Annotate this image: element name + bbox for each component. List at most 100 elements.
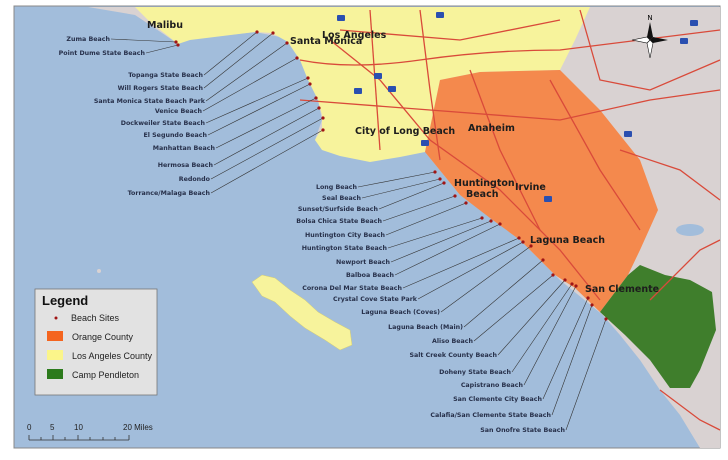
leader-line [402,237,520,289]
compass-rose-icon: N [631,14,668,59]
beach-site-marker[interactable] [529,244,533,248]
leader-line [205,42,288,102]
beach-labels: Zuma Beach Point Dume State Beach Topanga … [59,36,565,434]
beach-site-marker[interactable] [308,82,312,86]
city-label: City of Long Beach [355,126,455,137]
legend-item-label: Los Angeles County [72,351,153,361]
beach-site-marker[interactable] [174,40,178,44]
leader-line [207,83,311,136]
beach-site-marker[interactable] [563,278,567,282]
city-label: Laguna Beach [530,235,605,246]
beach-label: Newport Beach [336,259,390,266]
leader-line [511,283,573,373]
beach-label: Dockweiler State Beach [121,120,205,127]
legend-item-label: Orange County [72,332,134,342]
beach-label: San Onofre State Beach [480,427,565,434]
leader-line [145,44,179,54]
leader-line [361,178,441,199]
beach-label: Point Dume State Beach [59,50,145,57]
leader-line [387,217,483,249]
beach-site-marker[interactable] [590,303,594,307]
city-label: Malibu [147,20,183,31]
leader-line [390,220,492,263]
leader-line [385,202,467,236]
beach-site-marker[interactable] [433,170,437,174]
beach-site-marker[interactable] [574,284,578,288]
camp-pendleton-region [600,265,716,388]
beach-site-dot-icon [54,316,58,320]
beach-site-marker[interactable] [551,273,555,277]
road-network [299,9,721,431]
beach-label: Sunset/Surfside Beach [298,206,378,213]
beach-site-marker[interactable] [586,296,590,300]
city-label: Los Angeles [322,30,387,41]
legend-swatch-los-angeles-county [47,350,63,360]
scale-bar: 0 5 10 20 Miles [27,423,153,441]
beach-site-marker[interactable] [480,216,484,220]
city-label: San Clemente [585,284,659,295]
catalina-island [251,274,353,351]
beach-site-marker[interactable] [317,106,321,110]
beach-label: Topanga State Beach [128,72,203,79]
beach-label: Crystal Cove State Park [333,296,418,303]
beach-site-marker[interactable] [489,219,493,223]
beach-site-marker[interactable] [306,76,310,80]
beach-site-marker[interactable] [570,282,574,286]
leader-line [497,279,566,356]
beach-site-marker[interactable] [541,258,545,262]
beach-label: Hermosa Beach [158,162,213,169]
beach-site-markers [174,30,608,321]
beach-label: Long Beach [316,184,357,191]
city-label: Beach [466,189,499,200]
beach-site-marker[interactable] [321,128,325,132]
beach-label: Torrance/Malaga Beach [128,190,210,197]
beach-label: El Segundo Beach [144,132,208,139]
leader-line [215,97,317,149]
beach-label: Calafia/San Clemente State Beach [430,412,551,419]
lake [676,224,704,236]
city-label: Huntington [454,178,515,189]
beach-site-marker[interactable] [453,194,457,198]
beach-site-marker[interactable] [285,41,289,45]
leader-line [210,117,324,180]
beach-site-marker[interactable] [604,317,608,321]
beach-site-marker[interactable] [438,177,442,181]
beach-label: Laguna Beach (Main) [388,324,463,331]
leader-line [202,57,298,112]
land-layer [88,7,720,448]
beach-site-marker[interactable] [271,31,275,35]
beach-label: San Clemente City Beach [453,396,542,403]
leader-line [551,304,593,416]
beach-label: Zuma Beach [66,36,110,43]
beach-label: Will Rogers State Beach [118,85,203,92]
interstate-shields [337,12,698,202]
scale-tick-label: 10 [74,423,83,432]
beach-site-marker[interactable] [464,201,468,205]
beach-label: Laguna Beach (Coves) [361,309,440,316]
beach-site-marker[interactable] [498,222,502,226]
beach-label: Salt Creek County Beach [409,352,497,359]
beach-site-marker[interactable] [255,30,259,34]
leader-line [542,297,589,400]
beach-label: Corona Del Mar State Beach [302,285,402,292]
small-island [97,269,101,273]
beach-site-marker[interactable] [176,43,180,47]
beach-site-marker[interactable] [442,181,446,185]
beach-site-marker[interactable] [521,240,525,244]
leader-line [203,32,274,89]
beach-site-marker[interactable] [295,56,299,60]
beach-site-marker[interactable] [314,96,318,100]
beach-label: Venice Beach [155,108,202,115]
los-angeles-county-region [135,7,590,162]
beach-label: Manhattan Beach [153,145,215,152]
leader-line [394,223,501,276]
beach-site-marker[interactable] [517,236,521,240]
leader-line [463,259,544,328]
beach-site-marker[interactable] [321,116,325,120]
leader-line [378,182,445,210]
legend-item-label: Camp Pendleton [72,370,139,380]
north-label: N [647,14,652,22]
legend-item-label: Beach Sites [71,313,120,323]
scale-tick-label: 0 [27,423,32,432]
